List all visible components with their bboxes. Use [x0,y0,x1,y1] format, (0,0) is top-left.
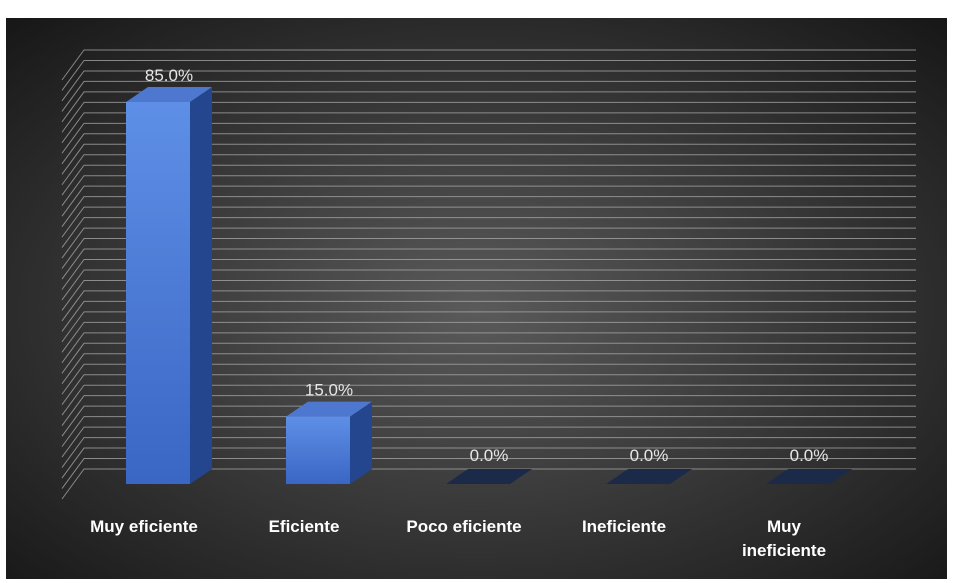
gridline [61,426,916,458]
gridline [61,259,916,290]
category-labels: Muy eficiente Eficiente Poco eficiente Inef… [90,517,826,560]
gridline [61,49,916,81]
category-label: Poco eficiente [406,517,521,536]
gridline [61,143,916,175]
gridline [61,458,916,489]
data-label: 85.0% [145,66,193,85]
gridline [61,374,916,406]
gridline [61,217,916,248]
category-label: Muy eficiente [90,517,198,536]
bar-zero [446,469,532,484]
gridline [61,101,916,133]
gridline [61,405,916,437]
bar-zero [766,469,852,484]
gridline [61,227,916,259]
gridline [61,112,916,144]
bar-front [126,102,190,484]
gridline [61,269,916,301]
gridline [61,70,916,102]
gridline [61,311,916,343]
category-label: Eficiente [269,517,340,536]
gridline [61,133,916,165]
gridline [61,91,916,123]
gridline [61,300,916,332]
gridline [61,290,916,322]
gridline [61,175,916,206]
bar-zero [606,469,692,484]
bar [446,469,532,484]
gridline [61,416,916,447]
gridline [61,332,916,364]
gridline [61,80,916,112]
bar [606,469,692,484]
bar-side [350,401,372,484]
chart-area: 85.0% 15.0% 0.0% 0.0% 0.0% Muy eficiente Efic… [6,18,947,579]
gridline [61,279,916,311]
bar [126,87,212,484]
gridline [61,122,916,154]
gridline [61,59,916,91]
gridlines [61,49,916,500]
gridline [61,395,916,426]
gridline [61,437,916,468]
category-label: Muy ineficiente [742,517,826,560]
bar-side [190,87,212,484]
bar-front [286,416,350,484]
gridline [61,164,916,196]
gridline [61,238,916,269]
data-label: 0.0% [470,446,509,465]
gridline [61,384,916,416]
gridline [61,363,916,395]
gridline [61,154,916,186]
gridline [61,185,916,217]
data-label: 0.0% [790,446,829,465]
gridline [61,342,916,374]
gridline [61,248,916,280]
gridline [61,353,916,385]
bar [286,401,372,484]
gridline [61,321,916,353]
bar-top [126,87,212,102]
gridline [61,206,916,238]
gridline [61,196,916,227]
category-label: Ineficiente [582,517,666,536]
data-label: 15.0% [305,381,353,400]
data-labels: 85.0% 15.0% 0.0% 0.0% 0.0% [145,66,828,465]
data-label: 0.0% [630,446,669,465]
bars [126,87,852,484]
gridline [61,447,916,479]
bar-chart: 85.0% 15.0% 0.0% 0.0% 0.0% Muy eficiente Efic… [6,18,947,579]
bar [766,469,852,484]
bar-top [286,401,372,417]
